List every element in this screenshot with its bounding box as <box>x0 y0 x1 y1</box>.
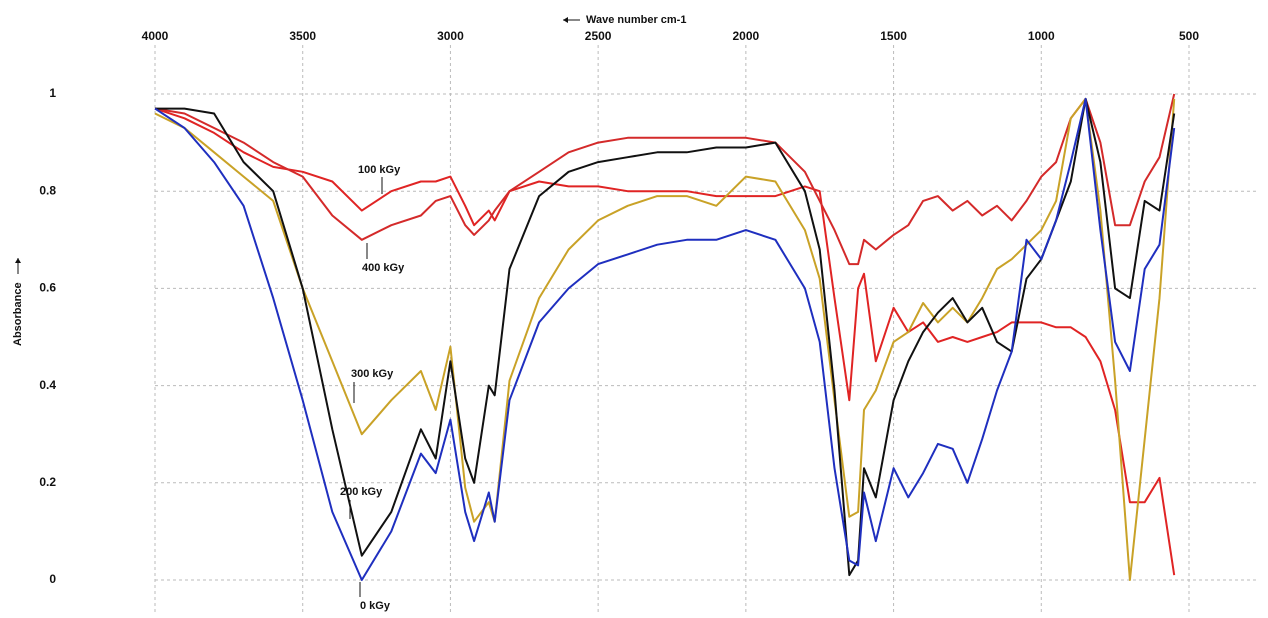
x-tick-label: 3000 <box>437 29 464 43</box>
series-line <box>154 97 1176 581</box>
y-tick-label: 0.8 <box>39 183 56 197</box>
x-tick-label: 4000 <box>142 29 169 43</box>
x-tick-label: 3500 <box>289 29 316 43</box>
x-tick-label: 2000 <box>733 29 760 43</box>
y-tick-label: 0.4 <box>39 378 56 392</box>
x-tick-label: 500 <box>1179 29 1199 43</box>
y-tick-label: 0.6 <box>39 281 56 295</box>
x-tick-label: 1500 <box>880 29 907 43</box>
series-label: 0 kGy <box>360 600 391 612</box>
x-tick-label: 2500 <box>585 29 612 43</box>
series-line <box>154 93 1176 266</box>
series-label: 100 kGy <box>358 164 401 176</box>
y-axis-label-group: Absorbance <box>12 258 24 346</box>
y-tick-label: 1 <box>49 86 56 100</box>
series-line <box>154 97 1176 581</box>
series-line <box>155 97 1176 577</box>
y-axis-label: Absorbance <box>12 282 24 346</box>
y-tick-label: 0.2 <box>39 475 56 489</box>
series-label: 200 kGy <box>340 486 383 498</box>
x-tick-label: 1000 <box>1028 29 1055 43</box>
series-label: 300 kGy <box>351 368 394 380</box>
series-label: 400 kGy <box>362 262 405 274</box>
x-axis-arrowhead <box>563 17 568 23</box>
y-tick-label: 0 <box>49 572 56 586</box>
series-line <box>154 107 1176 576</box>
y-axis-arrowhead <box>15 258 21 263</box>
x-axis-label: Wave number cm-1 <box>586 14 686 26</box>
